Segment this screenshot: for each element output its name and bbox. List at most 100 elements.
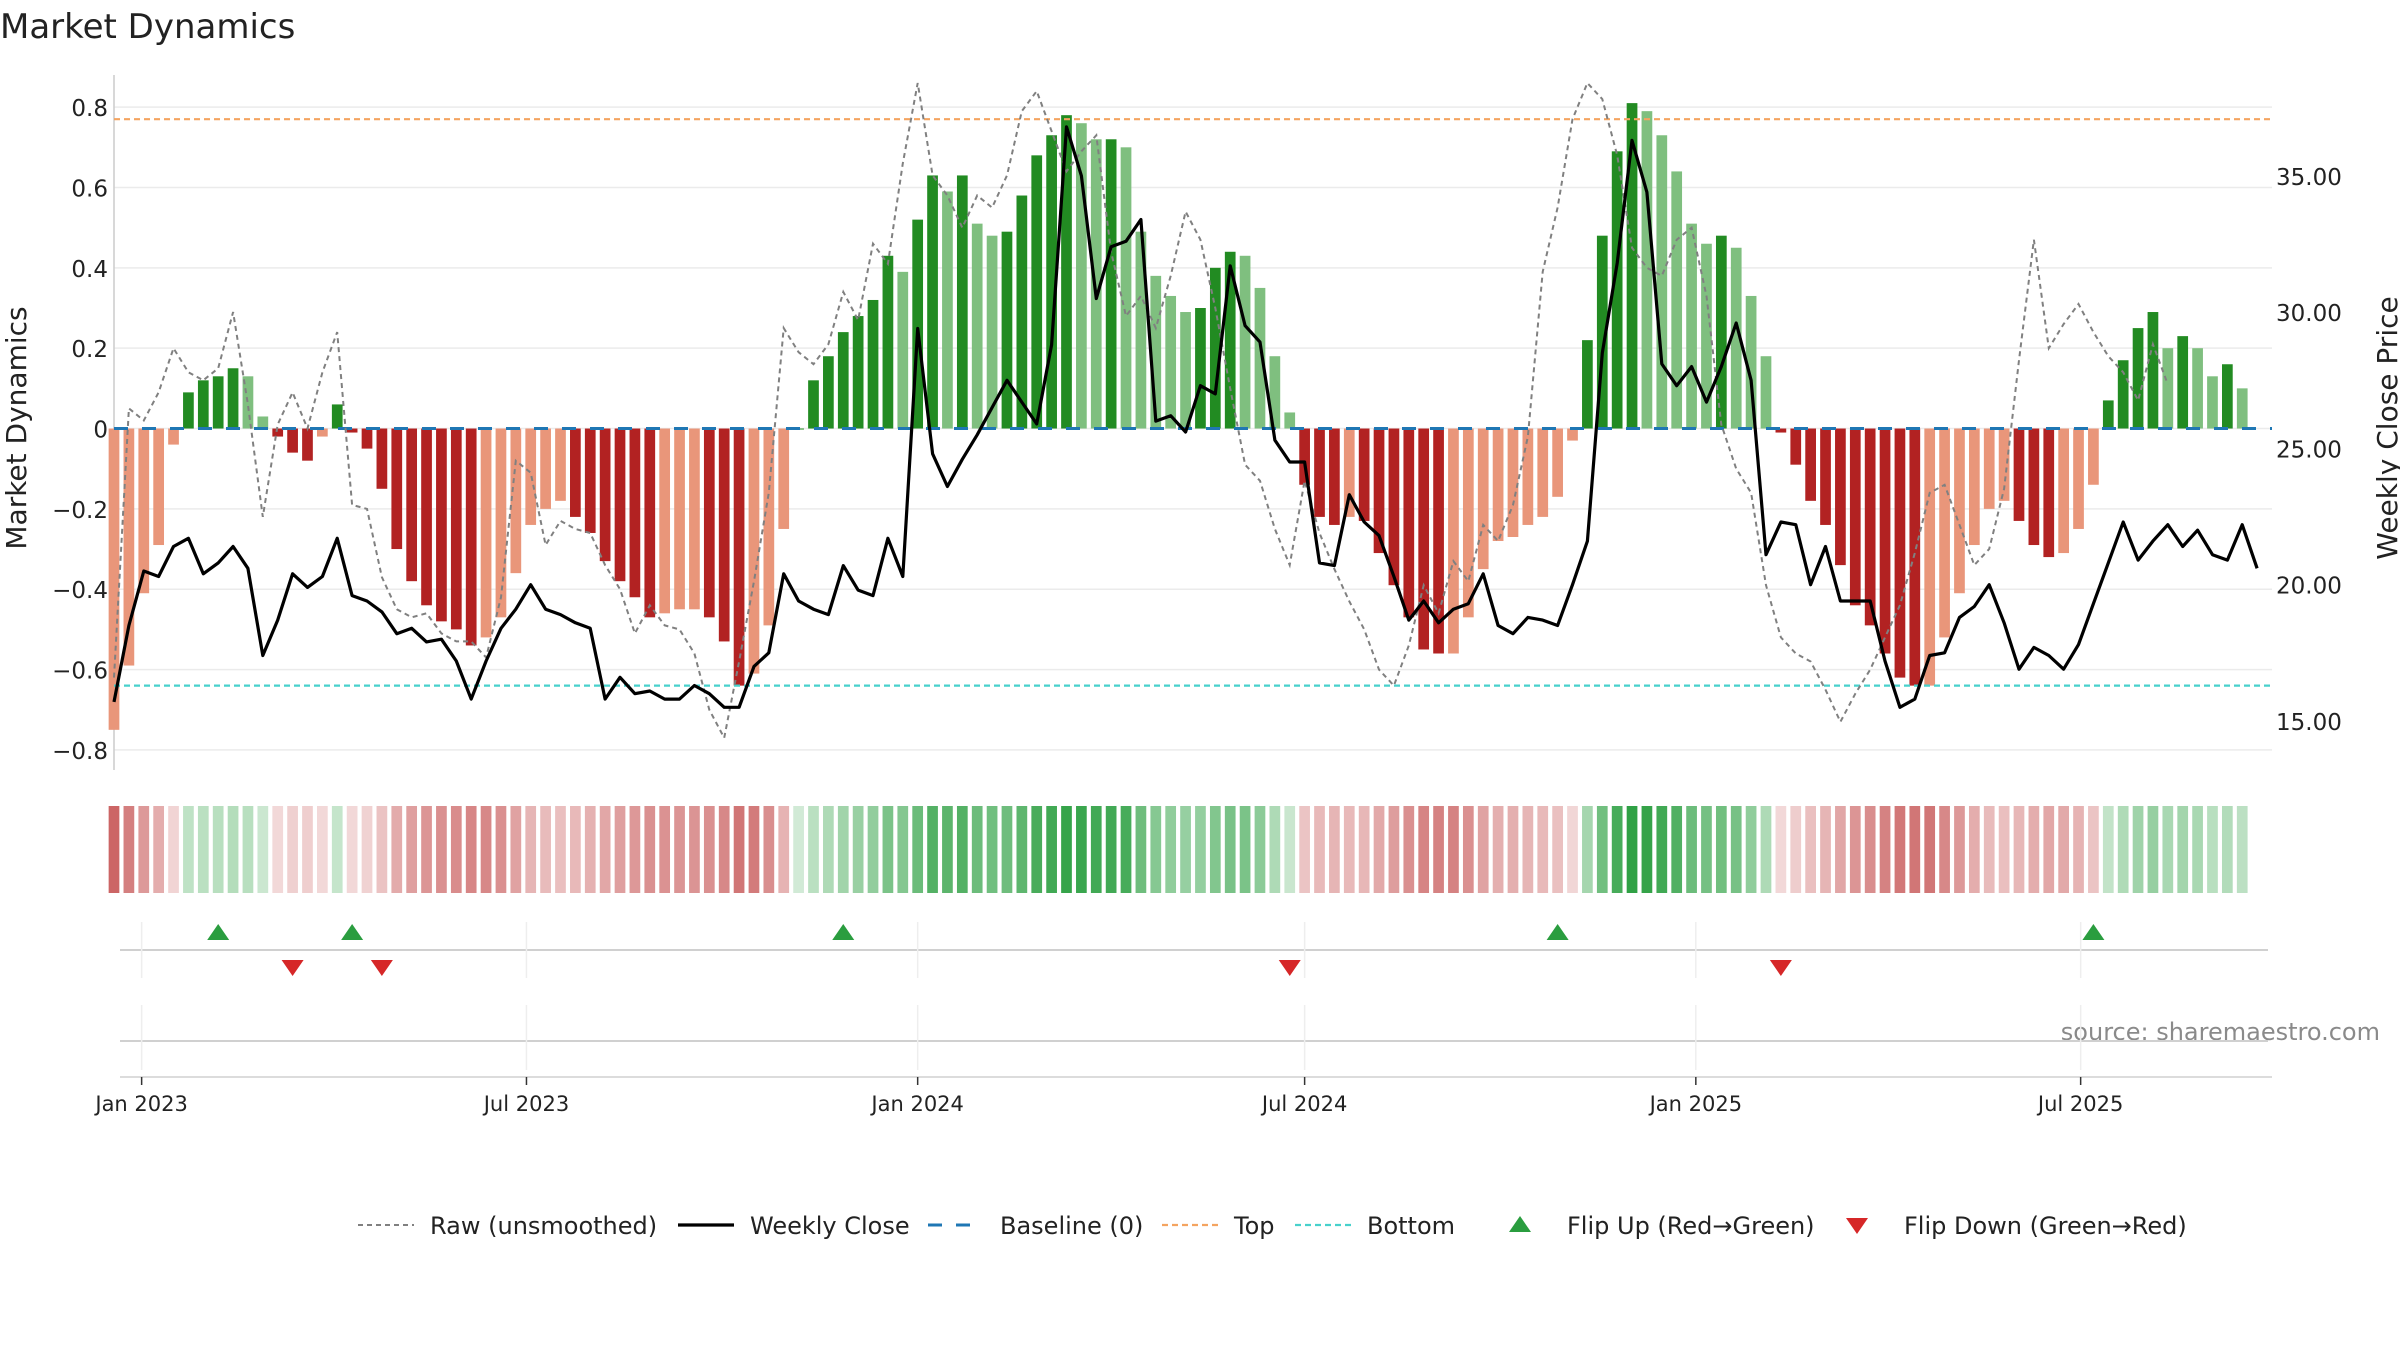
dynamics-bar — [510, 428, 522, 574]
dynamics-bar — [1477, 428, 1489, 570]
dynamics-bar — [346, 428, 358, 433]
regime-cell — [1641, 806, 1653, 893]
regime-cell — [480, 806, 492, 893]
regime-cell — [2177, 806, 2189, 893]
chart-title: Market Dynamics — [0, 7, 295, 47]
legend-label: Raw (unsmoothed) — [430, 1212, 657, 1240]
dynamics-bar — [1596, 235, 1608, 429]
legend-label: Flip Down (Green→Red) — [1904, 1212, 2187, 1240]
dynamics-bar — [584, 428, 596, 533]
regime-cell — [331, 806, 343, 893]
raw-line — [113, 81, 2169, 741]
dynamics-bar — [1061, 115, 1072, 429]
dynamics-bar — [942, 191, 953, 429]
dynamics-bar — [1090, 139, 1102, 429]
regime-cell — [465, 806, 477, 893]
dynamics-bar — [748, 428, 760, 674]
dynamics-bar — [1567, 428, 1578, 441]
lines — [112, 81, 2259, 741]
dynamics-bar — [1433, 428, 1444, 654]
regime-cell — [956, 806, 968, 893]
dynamics-bar — [1343, 428, 1355, 517]
dynamics-bar — [1701, 243, 1712, 429]
regime-cell — [927, 806, 938, 893]
regime-cell — [1239, 806, 1251, 893]
dynamics-bar — [153, 428, 165, 546]
regime-cell — [570, 806, 581, 893]
dynamics-bar — [1224, 251, 1236, 429]
y2-axis-label: Weekly Close Price — [2371, 296, 2400, 559]
dynamics-bar — [1135, 231, 1147, 429]
flip-up-marker — [207, 924, 230, 940]
regime-cell — [1329, 806, 1340, 893]
dynamics-bar — [1909, 428, 1921, 686]
y-tick-label: 0.6 — [71, 176, 108, 202]
regime-cell — [138, 806, 150, 893]
dynamics-bar — [778, 428, 790, 529]
legend-label: Flip Up (Red→Green) — [1567, 1212, 1815, 1240]
regime-cell — [1150, 806, 1162, 893]
dynamics-bar — [2043, 428, 2055, 558]
dynamics-bar — [1582, 340, 1593, 429]
dynamics-bar — [436, 428, 447, 622]
dynamics-bar — [927, 175, 938, 429]
regime-cell — [2192, 806, 2203, 893]
dynamics-bar — [361, 428, 373, 449]
dynamics-bar — [2013, 428, 2025, 521]
dynamics-bar — [257, 416, 269, 429]
regime-cell — [2073, 806, 2084, 893]
regime-cell — [361, 806, 373, 893]
regime-cell — [1076, 806, 1087, 893]
regime-cell — [227, 806, 239, 893]
regime-cell — [942, 806, 953, 893]
legend-label: Bottom — [1367, 1212, 1455, 1240]
regime-cell — [1254, 806, 1266, 893]
regime-cell — [1418, 806, 1430, 893]
regime-cell — [123, 806, 135, 893]
dynamics-bar — [1180, 312, 1191, 429]
regime-cell — [1195, 806, 1206, 893]
y-tick-label: −0.8 — [52, 739, 108, 765]
dynamics-bar — [1730, 247, 1742, 429]
regime-cell — [1686, 806, 1697, 893]
y2-tick-label: 35.00 — [2276, 165, 2342, 191]
dynamics-bar — [138, 428, 150, 594]
flip-down-marker — [281, 960, 304, 976]
regime-cell — [391, 806, 403, 893]
regime-cell — [852, 806, 864, 893]
dynamics-bar — [1507, 428, 1519, 537]
x-tick-label: Jan 2023 — [93, 1092, 188, 1116]
regime-cell — [2088, 806, 2099, 893]
x-tick-label: Jan 2025 — [1648, 1092, 1743, 1116]
dynamics-bar — [823, 356, 834, 429]
dynamics-bar — [406, 428, 418, 582]
dynamics-bar — [1641, 111, 1653, 429]
dynamics-bar — [1388, 428, 1400, 586]
dynamics-bar — [1939, 428, 1950, 638]
regime-cell — [1269, 806, 1281, 893]
regime-cell — [1820, 806, 1831, 893]
regime-cell — [495, 806, 507, 893]
regime-cell — [1135, 806, 1147, 893]
x-tick-label: Jul 2025 — [2036, 1092, 2123, 1116]
legend-flip-up-swatch — [1509, 1216, 1531, 1232]
regime-cell — [629, 806, 641, 893]
regime-cell — [644, 806, 656, 893]
dynamics-bar — [689, 428, 700, 610]
dynamics-bar — [852, 316, 864, 429]
dynamics-bar — [733, 428, 745, 686]
regime-cell — [1849, 806, 1861, 893]
dynamics-bar — [1329, 428, 1340, 525]
regime-cell — [1507, 806, 1519, 893]
regime-cell — [510, 806, 522, 893]
dynamics-bar — [287, 428, 298, 453]
regime-cell — [837, 806, 849, 893]
regime-cell — [703, 806, 715, 893]
regime-cell — [1894, 806, 1906, 893]
flip-down-marker — [1769, 960, 1792, 976]
regime-cell — [1373, 806, 1385, 893]
regime-cell — [1299, 806, 1310, 893]
dynamics-bar — [644, 428, 656, 618]
dynamics-bar — [495, 428, 507, 618]
flip-up-marker — [2082, 924, 2105, 940]
